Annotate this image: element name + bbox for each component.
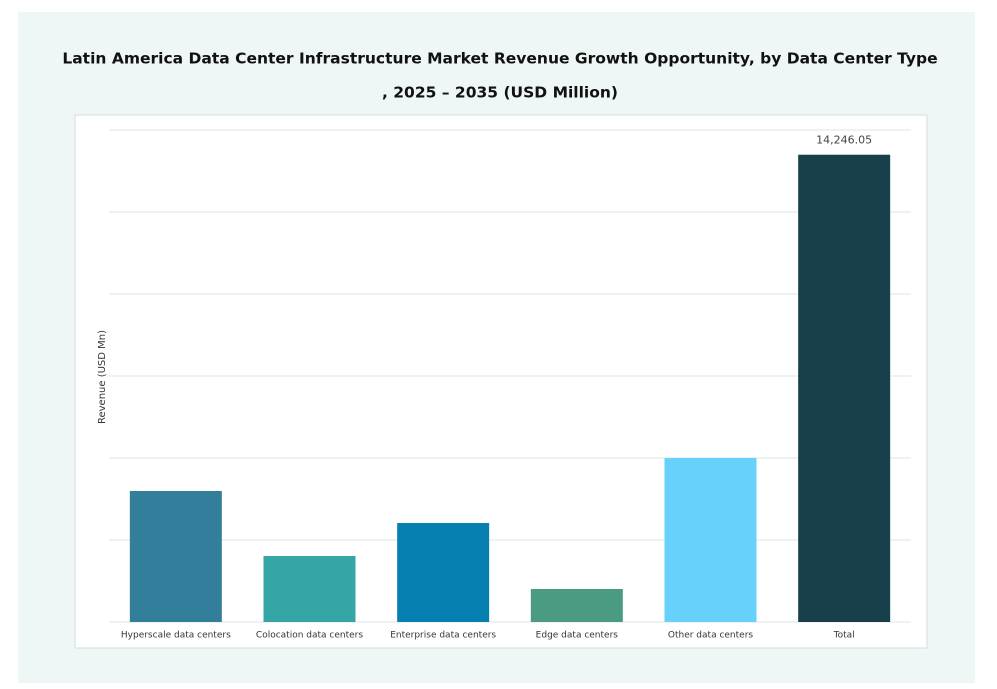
x-tick-label: Hyperscale data centers <box>121 631 231 641</box>
bar <box>397 523 490 622</box>
x-tick-label: Colocation data centers <box>256 631 363 641</box>
x-tick-label: Other data centers <box>668 631 754 641</box>
chart-title: Latin America Data Center Infrastructure… <box>62 50 937 68</box>
bar <box>798 154 891 622</box>
bar <box>530 589 623 622</box>
bar <box>664 458 757 622</box>
y-axis-label: Revenue (USD Mn) <box>97 330 108 424</box>
x-tick-label: Enterprise data centers <box>390 631 496 641</box>
data-label: 14,246.05 <box>816 134 872 147</box>
chart-title: , 2025 – 2035 (USD Million) <box>382 84 618 102</box>
x-tick-label: Edge data centers <box>536 631 619 641</box>
x-tick-label: Total <box>833 631 855 641</box>
bar <box>263 556 356 622</box>
bar <box>129 490 222 622</box>
